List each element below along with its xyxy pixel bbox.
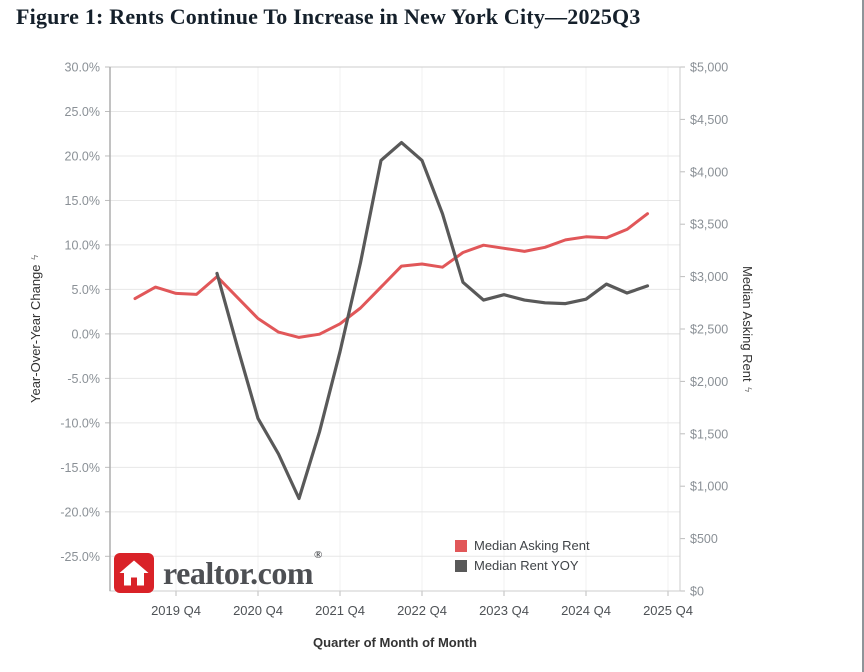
legend-item-median-rent-yoy[interactable]: Median Rent YOY (455, 558, 590, 573)
figure-title: Figure 1: Rents Continue To Increase in … (16, 4, 641, 29)
y-tick-label-right: $4,500 (690, 113, 728, 127)
legend-swatch-median-asking-rent (455, 539, 467, 552)
right-axis-title-text: Median Asking Rent (740, 266, 755, 382)
legend-label-median-asking-rent: Median Asking Rent (474, 538, 590, 553)
left-axis-field-icon: ϟ (30, 254, 41, 260)
chart-overlay: Year-Over-Year Change ϟ Median Asking Re… (0, 50, 864, 672)
x-tick-label: 2025 Q4 (643, 603, 693, 618)
series-line-median-rent-yoy[interactable] (215, 140, 650, 501)
y-tick-label-left: -15.0% (60, 461, 100, 475)
x-tick-label: 2023 Q4 (479, 603, 529, 618)
y-tick-label-right: $5,000 (690, 61, 728, 75)
y-tick-label-right: $3,000 (690, 270, 728, 284)
x-tick-label: 2019 Q4 (151, 603, 201, 618)
y-tick-label-left: 30.0% (65, 61, 100, 75)
y-tick-label-right: $2,500 (690, 323, 728, 337)
chart-plot: 2019 Q4 2020 Q4 2021 Q4 2022 Q4 2023 Q4 2024 … (60, 61, 728, 619)
y-tick-label-right: $1,500 (690, 427, 728, 441)
x-tick-label: 2022 Q4 (397, 603, 447, 618)
left-axis-title: Year-Over-Year Change ϟ (28, 67, 43, 591)
realtor-logo-text: realtor.com® (163, 549, 322, 591)
y-tick-label-right: $2,000 (690, 375, 728, 389)
y-tick-label-left: 25.0% (65, 105, 100, 119)
x-tick-label: 2020 Q4 (233, 603, 283, 618)
y-tick-label-right: $1,000 (690, 480, 728, 494)
right-axis-field-icon: ϟ (742, 386, 753, 392)
x-tick-label: 2024 Q4 (561, 603, 611, 618)
y-tick-label-right: $0 (690, 585, 704, 599)
left-axis-title-text: Year-Over-Year Change (28, 264, 43, 404)
embed-right-border (862, 0, 864, 672)
y-tick-label-left: 10.0% (65, 238, 100, 252)
right-axis-title: Median Asking Rent ϟ (740, 67, 755, 591)
x-axis-title: Quarter of Month of Month (313, 635, 477, 650)
y-tick-label-left: 5.0% (72, 283, 101, 297)
y-tick-label-left: -10.0% (60, 416, 100, 430)
y-tick-label-left: -20.0% (60, 505, 100, 519)
realtor-logo[interactable]: realtor.com® (114, 549, 322, 596)
legend-item-median-asking-rent[interactable]: Median Asking Rent (455, 538, 590, 553)
y-tick-label-left: 15.0% (65, 194, 100, 208)
y-tick-label-right: $4,000 (690, 165, 728, 179)
y-tick-label-left: -5.0% (67, 372, 100, 386)
y-tick-label-left: 0.0% (72, 327, 101, 341)
legend-swatch-median-rent-yoy (455, 559, 467, 572)
y-tick-label-right: $3,500 (690, 218, 728, 232)
x-tick-label: 2021 Q4 (315, 603, 365, 618)
legend-label-median-rent-yoy: Median Rent YOY (474, 558, 579, 573)
y-tick-label-left: -25.0% (60, 550, 100, 564)
y-tick-label-left: 20.0% (65, 149, 100, 163)
y-tick-label-right: $500 (690, 532, 718, 546)
realtor-house-icon (114, 553, 154, 593)
legend: Median Asking Rent Median Rent YOY (455, 538, 590, 573)
